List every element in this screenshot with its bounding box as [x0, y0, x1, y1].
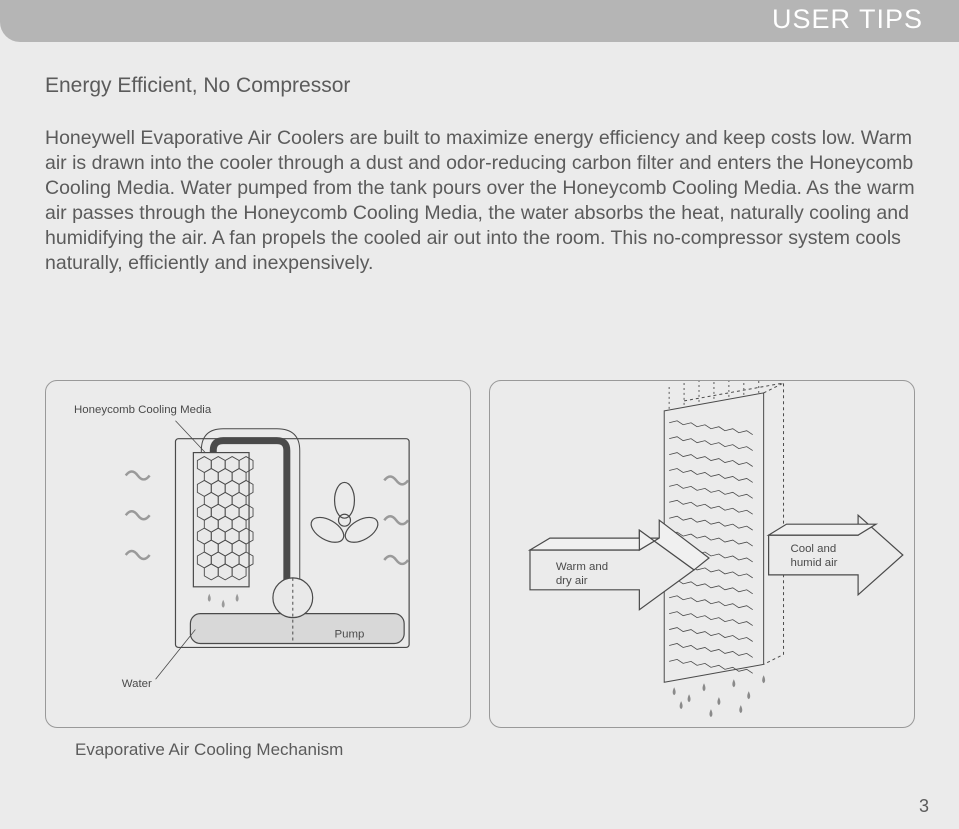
warm-air-label-1: Warm and [556, 561, 608, 573]
cool-air-label-2: humid air [790, 557, 837, 569]
left-panel: Honeycomb Cooling Media Pump Water [45, 380, 471, 728]
cool-air-label-1: Cool and [790, 543, 836, 555]
diagram-caption: Evaporative Air Cooling Mechanism [75, 740, 343, 760]
airflow-diagram-icon: Warm and dry air Cool and humid air [490, 381, 914, 727]
warm-air-label-2: dry air [556, 575, 588, 587]
page-number: 3 [919, 796, 929, 817]
header-title: USER TIPS [772, 4, 923, 35]
pump-label: Pump [335, 629, 365, 641]
page: USER TIPS Energy Efficient, No Compresso… [0, 0, 959, 829]
section-body: Honeywell Evaporative Air Coolers are bu… [45, 126, 915, 276]
mechanism-diagram-icon: Honeycomb Cooling Media Pump Water [46, 381, 470, 727]
header-bar: USER TIPS [0, 0, 959, 42]
content: Energy Efficient, No Compressor Honeywel… [45, 74, 915, 276]
section-title: Energy Efficient, No Compressor [45, 74, 915, 98]
water-label: Water [122, 678, 152, 690]
honeycomb-label: Honeycomb Cooling Media [74, 404, 212, 416]
right-panel: Warm and dry air Cool and humid air [489, 380, 915, 728]
diagram-panels: Honeycomb Cooling Media Pump Water [45, 380, 915, 728]
